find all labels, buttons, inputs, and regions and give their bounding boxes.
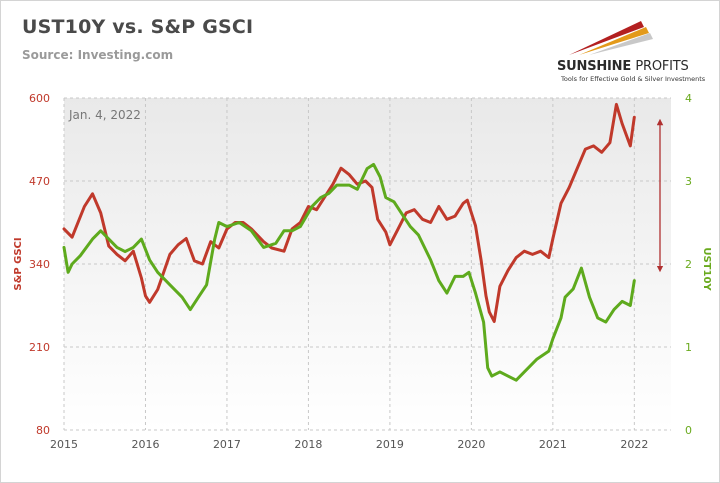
right-axis-title: UST10Y [701,247,712,291]
ust10y-series-line [62,162,636,382]
right-tick-label: 0 [685,424,692,437]
x-axis-ticks: 2015 2016 2017 2018 2019 2020 2021 2022 [50,438,648,451]
right-axis-ticks: 4 3 2 1 0 [685,92,692,437]
sunshine-logo-icon [569,21,653,55]
date-annotation: Jan. 4, 2022 [68,108,141,122]
chart-title: UST10Y vs. S&P GSCI [22,16,254,38]
x-tick-label: 2018 [294,438,322,451]
left-axis-ticks: 600 470 340 210 80 [29,92,50,437]
right-tick-label: 1 [685,341,692,354]
logo-name-bold: SUNSHINE [557,59,632,74]
x-tick-label: 2016 [131,438,159,451]
logo-name: SUNSHINE PROFITS [557,59,689,74]
right-tick-label: 4 [685,92,692,105]
left-tick-label: 470 [29,175,50,188]
right-tick-label: 3 [685,175,692,188]
x-tick-label: 2020 [457,438,485,451]
left-tick-label: 600 [29,92,50,105]
logo-tagline: Tools for Effective Gold & Silver Invest… [561,75,706,83]
series-group [62,102,636,382]
x-tick-label: 2021 [539,438,567,451]
x-tick-label: 2017 [213,438,241,451]
left-tick-label: 340 [29,258,50,271]
left-axis-title: S&P GSCI [13,237,24,290]
left-tick-label: 80 [36,424,50,437]
grid [63,97,671,431]
right-tick-label: 2 [685,258,692,271]
left-tick-label: 210 [29,341,50,354]
x-tick-label: 2019 [376,438,404,451]
x-tick-label: 2022 [620,438,648,451]
sunshine-profits-logo: SUNSHINE PROFITS Tools for Effective Gol… [549,15,709,85]
chart-source: Source: Investing.com [22,48,174,62]
x-tick-label: 2015 [50,438,78,451]
logo-name-regular: PROFITS [635,59,689,74]
